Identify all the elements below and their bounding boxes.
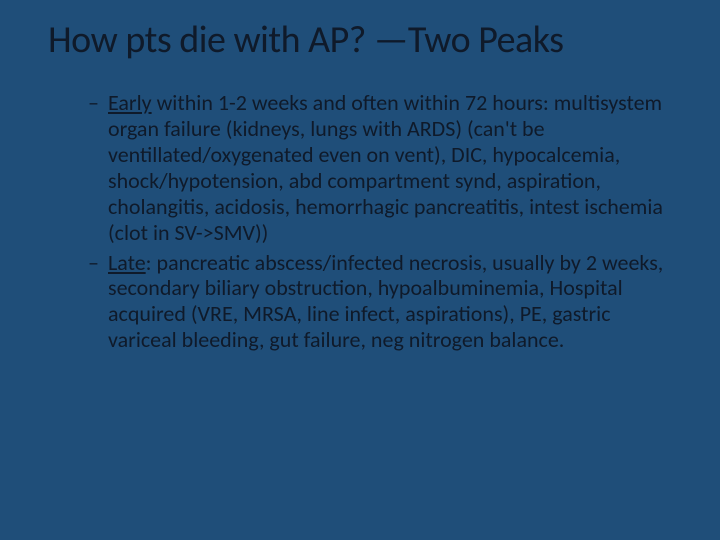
bullet-body: : pancreatic abscess/infected necrosis, … (108, 249, 663, 354)
list-item: Late: pancreatic abscess/infected necros… (88, 250, 672, 354)
list-item: Early within 1-2 weeks and often within … (88, 90, 672, 246)
slide: How pts die with AP? —Two Peaks Early wi… (0, 0, 720, 540)
bullet-lead: Early (108, 89, 152, 116)
slide-title: How pts die with AP? —Two Peaks (48, 20, 672, 62)
bullet-lead: Late (108, 249, 146, 276)
bullet-list: Early within 1-2 weeks and often within … (88, 90, 672, 354)
bullet-body: within 1-2 weeks and often within 72 hou… (108, 89, 663, 246)
